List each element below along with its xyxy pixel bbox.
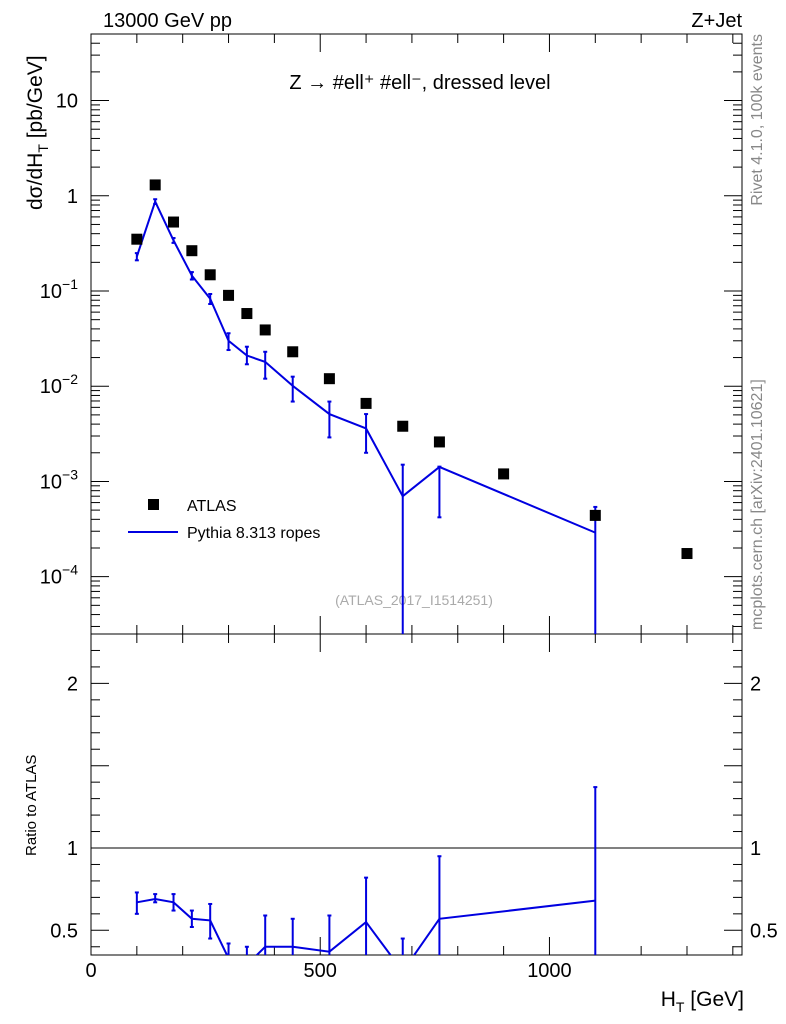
ratio-tick-label-right: 0.5 xyxy=(750,920,778,942)
pythia-series-ratio xyxy=(134,786,598,955)
atlas-point xyxy=(287,346,299,358)
x-tick-labels: 0 500 1000 xyxy=(85,960,571,982)
analysis-id-label: (ATLAS_2017_I1514251) xyxy=(335,592,493,608)
header-energy: 13000 GeV pp xyxy=(103,10,232,32)
y-tick-label: 10−2 xyxy=(40,371,78,398)
ratio-tick-label: 0.5 xyxy=(50,920,78,942)
y-tick-label: 10−4 xyxy=(40,562,78,589)
main-plot-frame xyxy=(90,33,743,635)
x-axis-label: HT [GeV] xyxy=(661,988,744,1015)
atlas-point xyxy=(131,233,143,245)
legend-label-atlas: ATLAS xyxy=(187,498,237,515)
atlas-point xyxy=(223,289,235,301)
pythia-ratio-group xyxy=(134,786,598,955)
pythia-line xyxy=(135,198,596,534)
atlas-point xyxy=(323,373,335,385)
atlas-point xyxy=(241,308,253,320)
atlas-point xyxy=(681,548,693,560)
atlas-point xyxy=(397,420,409,432)
atlas-point xyxy=(168,216,180,228)
x-tick-label: 500 xyxy=(304,960,337,982)
ratio-tick-labels: 0.5 0.5 1 1 2 2 xyxy=(50,673,778,942)
plot-title: Z → #ell⁺ #ell⁻, dressed level xyxy=(289,72,550,94)
ratio-tick-label: 2 xyxy=(67,673,78,695)
atlas-series-main xyxy=(131,179,693,560)
rivet-version-label: Rivet 4.1.0, 100k events xyxy=(749,34,766,206)
ratio-tick-label-right: 2 xyxy=(750,673,761,695)
header-process: Z+Jet xyxy=(691,10,742,32)
ratio-tick-label: 1 xyxy=(67,838,78,860)
y-tick-label: 10−1 xyxy=(40,276,78,303)
legend-marker-atlas xyxy=(148,499,159,510)
ratio-plot-frame xyxy=(90,633,743,956)
ratio-tick-label-right: 1 xyxy=(750,838,761,860)
legend: ATLAS Pythia 8.313 ropes xyxy=(128,498,320,542)
atlas-point xyxy=(186,245,198,257)
legend-label-pythia: Pythia 8.313 ropes xyxy=(187,525,320,542)
ratio-axis-label: Ratio to ATLAS xyxy=(23,755,40,856)
y-tick-label: 10 xyxy=(56,91,78,113)
atlas-point xyxy=(589,509,601,521)
y-tick-labels: 10 1 10−1 10−2 10−3 10−4 xyxy=(40,91,78,589)
atlas-point xyxy=(498,468,510,480)
mcplots-label: mcplots.cern.ch [arXiv:2401.10621] xyxy=(749,379,766,630)
x-tick-label: 0 xyxy=(85,960,96,982)
x-tick-label: 1000 xyxy=(527,960,572,982)
y-tick-label: 10−3 xyxy=(40,466,78,493)
atlas-point xyxy=(433,436,445,448)
pythia-ratio-line xyxy=(136,898,596,955)
atlas-point xyxy=(149,179,161,191)
atlas-point xyxy=(204,269,216,281)
y-tick-label: 1 xyxy=(67,186,78,208)
atlas-point xyxy=(259,324,271,336)
pythia-series-main xyxy=(134,198,598,634)
axis-ticks xyxy=(90,33,742,955)
atlas-point xyxy=(360,397,372,409)
y-axis-label: dσ/dHT [pb/GeV] xyxy=(24,55,51,210)
